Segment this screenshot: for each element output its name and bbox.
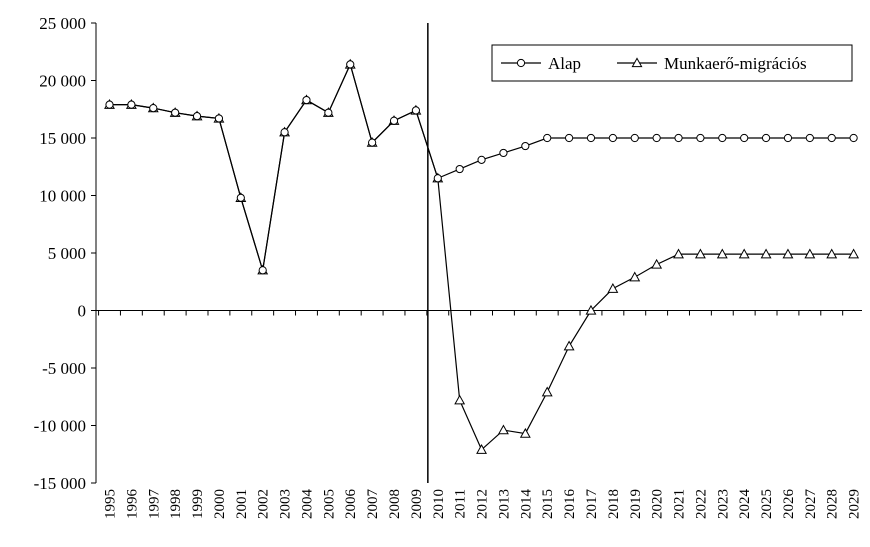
circle-point bbox=[106, 101, 113, 108]
x-tick-label: 2009 bbox=[409, 489, 425, 519]
y-tick-label: -5 000 bbox=[42, 359, 86, 378]
circle-point bbox=[456, 165, 463, 172]
circle-point bbox=[675, 134, 682, 141]
circle-point bbox=[566, 134, 573, 141]
x-tick-label: 2001 bbox=[234, 489, 250, 519]
triangle-point bbox=[652, 260, 661, 268]
circle-point bbox=[828, 134, 835, 141]
circle-point bbox=[697, 134, 704, 141]
triangle-point bbox=[608, 284, 617, 292]
x-tick-label: 2014 bbox=[518, 489, 534, 520]
x-tick-label: 1996 bbox=[124, 489, 140, 520]
x-tick-label: 2017 bbox=[584, 489, 600, 520]
x-tick-label: 2003 bbox=[278, 489, 294, 519]
x-tick-label: 2006 bbox=[343, 489, 359, 520]
circle-point bbox=[128, 101, 135, 108]
triangle-point bbox=[499, 426, 508, 434]
x-tick-label: 2010 bbox=[431, 489, 447, 519]
triangle-point bbox=[543, 388, 552, 396]
triangle-point bbox=[565, 342, 574, 350]
circle-point bbox=[150, 105, 157, 112]
circle-point bbox=[215, 115, 222, 122]
circle-point bbox=[412, 107, 419, 114]
x-tick-label: 2002 bbox=[256, 489, 272, 519]
y-tick-label: 15 000 bbox=[39, 129, 86, 148]
circle-point bbox=[522, 142, 529, 149]
axes bbox=[96, 23, 862, 483]
x-tick-label: 2027 bbox=[803, 489, 819, 520]
y-tick-label: 20 000 bbox=[39, 72, 86, 91]
y-tick-label: 5 000 bbox=[48, 244, 86, 263]
y-axis-ticks: -15 000 -10 000 -5 000 0 5 000 10 000 15 000 20… bbox=[34, 14, 96, 493]
x-tick-label: 2016 bbox=[562, 489, 578, 520]
legend-label: Alap bbox=[548, 54, 581, 73]
x-tick-label: 2018 bbox=[606, 489, 622, 519]
x-tick-label: 2007 bbox=[365, 489, 381, 520]
x-tick-label: 2020 bbox=[650, 489, 666, 519]
circle-point bbox=[609, 134, 616, 141]
circle-point bbox=[281, 129, 288, 136]
circle-point bbox=[544, 134, 551, 141]
triangle-point bbox=[455, 396, 464, 404]
x-tick-label: 2000 bbox=[212, 489, 228, 519]
circle-point bbox=[478, 156, 485, 163]
series-line bbox=[110, 64, 854, 270]
x-axis-ticks: 1995 1996 1997 1998 1999 2000 2001 2002 2003 2004… bbox=[99, 311, 870, 520]
x-tick-label: 2021 bbox=[672, 489, 688, 519]
x-tick-label: 2005 bbox=[321, 489, 337, 519]
x-tick-label: 2013 bbox=[496, 489, 512, 519]
x-tick-label: 2011 bbox=[453, 489, 469, 518]
circle-point bbox=[850, 134, 857, 141]
circle-point bbox=[303, 96, 310, 103]
circle-point bbox=[237, 194, 244, 201]
legend: Alap Munkaerő-migrációs bbox=[492, 45, 852, 81]
circle-point bbox=[762, 134, 769, 141]
circle-point bbox=[653, 134, 660, 141]
x-tick-label: 2022 bbox=[693, 489, 709, 519]
x-tick-label: 2012 bbox=[475, 489, 491, 519]
x-tick-label: 1997 bbox=[146, 489, 162, 520]
y-tick-label: 25 000 bbox=[39, 14, 86, 33]
y-tick-label: -15 000 bbox=[34, 474, 86, 493]
circle-point bbox=[369, 139, 376, 146]
x-tick-label: 2026 bbox=[781, 489, 797, 520]
series-group bbox=[105, 60, 858, 454]
circle-point bbox=[631, 134, 638, 141]
circle-point bbox=[587, 134, 594, 141]
circle-point bbox=[434, 175, 441, 182]
y-tick-label: 10 000 bbox=[39, 187, 86, 206]
circle-point bbox=[172, 109, 179, 116]
y-tick-label: -10 000 bbox=[34, 417, 86, 436]
triangle-point bbox=[630, 273, 639, 281]
x-tick-label: 2023 bbox=[715, 489, 731, 519]
x-tick-label: 1999 bbox=[190, 489, 206, 519]
circle-point bbox=[325, 109, 332, 116]
circle-point bbox=[806, 134, 813, 141]
circle-point bbox=[193, 113, 200, 120]
circle-point bbox=[259, 267, 266, 274]
x-tick-label: 2025 bbox=[759, 489, 775, 519]
series-alap bbox=[106, 61, 857, 274]
x-tick-label: 1998 bbox=[168, 489, 184, 519]
x-tick-label: 1995 bbox=[103, 489, 119, 519]
circle-point bbox=[500, 149, 507, 156]
circle-point bbox=[719, 134, 726, 141]
x-tick-label: 2004 bbox=[299, 489, 315, 520]
x-tick-label: 2019 bbox=[628, 489, 644, 519]
x-tick-label: 2029 bbox=[847, 489, 863, 519]
circle-point bbox=[347, 61, 354, 68]
legend-marker-circle bbox=[517, 59, 524, 66]
circle-point bbox=[390, 117, 397, 124]
x-tick-label: 2028 bbox=[825, 489, 841, 519]
legend-label: Munkaerő-migrációs bbox=[664, 54, 807, 73]
x-tick-label: 2024 bbox=[737, 489, 753, 520]
y-tick-label: 0 bbox=[78, 302, 87, 321]
x-tick-label: 2008 bbox=[387, 489, 403, 519]
circle-point bbox=[741, 134, 748, 141]
circle-point bbox=[784, 134, 791, 141]
x-tick-label: 2015 bbox=[540, 489, 556, 519]
